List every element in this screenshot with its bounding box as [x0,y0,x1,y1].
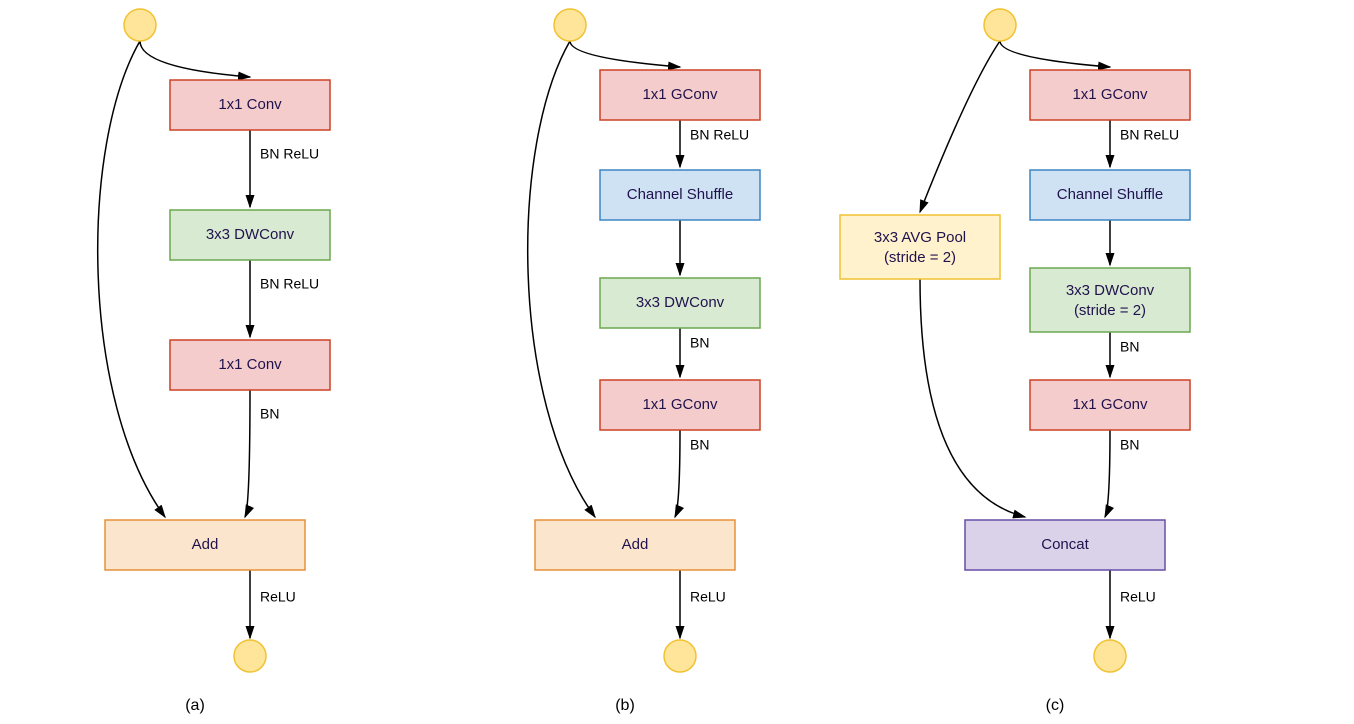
annotation-label: BN [260,406,279,422]
node-label: 1x1 GConv [642,86,718,103]
annotation-label: ReLU [690,589,726,605]
annotation-label: BN ReLU [260,146,319,162]
annotation-label: ReLU [260,589,296,605]
edge [245,390,250,517]
io-circle [124,9,156,41]
edge [920,279,1025,517]
annotation-label: BN [690,335,709,351]
node-label: Add [192,536,219,553]
node-label: 1x1 GConv [642,396,718,413]
io-circle [984,9,1016,41]
annotation-label: BN ReLU [260,276,319,292]
node-label: Channel Shuffle [1057,186,1163,203]
node-label: 1x1 GConv [1072,86,1148,103]
annotation-label: BN [1120,339,1139,355]
node-label2: (stride = 2) [1074,302,1146,319]
edge [98,41,165,517]
panel-caption: (a) [185,697,205,714]
node-label: 1x1 Conv [218,96,282,113]
edge [920,41,1000,212]
annotation-label: BN ReLU [690,127,749,143]
node-label: 1x1 Conv [218,356,282,373]
edge [675,430,680,517]
node-label: 3x3 DWConv [1066,282,1155,299]
annotation-label: BN [1120,437,1139,453]
edge [570,41,680,67]
panel-caption: (c) [1046,697,1065,714]
node-label: 3x3 DWConv [636,294,725,311]
io-circle [554,9,586,41]
edge [140,41,250,77]
node-label: 3x3 AVG Pool [874,229,966,246]
io-circle [1094,640,1126,672]
panel-caption: (b) [615,697,635,714]
io-circle [234,640,266,672]
node-dw [1030,268,1190,332]
annotation-label: ReLU [1120,589,1156,605]
node-pool [840,215,1000,279]
edge [1105,430,1110,517]
node-label: Channel Shuffle [627,186,733,203]
edge [1000,41,1110,67]
node-label: 1x1 GConv [1072,396,1148,413]
node-label2: (stride = 2) [884,249,956,266]
node-label: Add [622,536,649,553]
annotation-label: BN ReLU [1120,127,1179,143]
io-circle [664,640,696,672]
node-label: 3x3 DWConv [206,226,295,243]
node-label: Concat [1041,536,1089,553]
edge [528,41,595,517]
annotation-label: BN [690,437,709,453]
